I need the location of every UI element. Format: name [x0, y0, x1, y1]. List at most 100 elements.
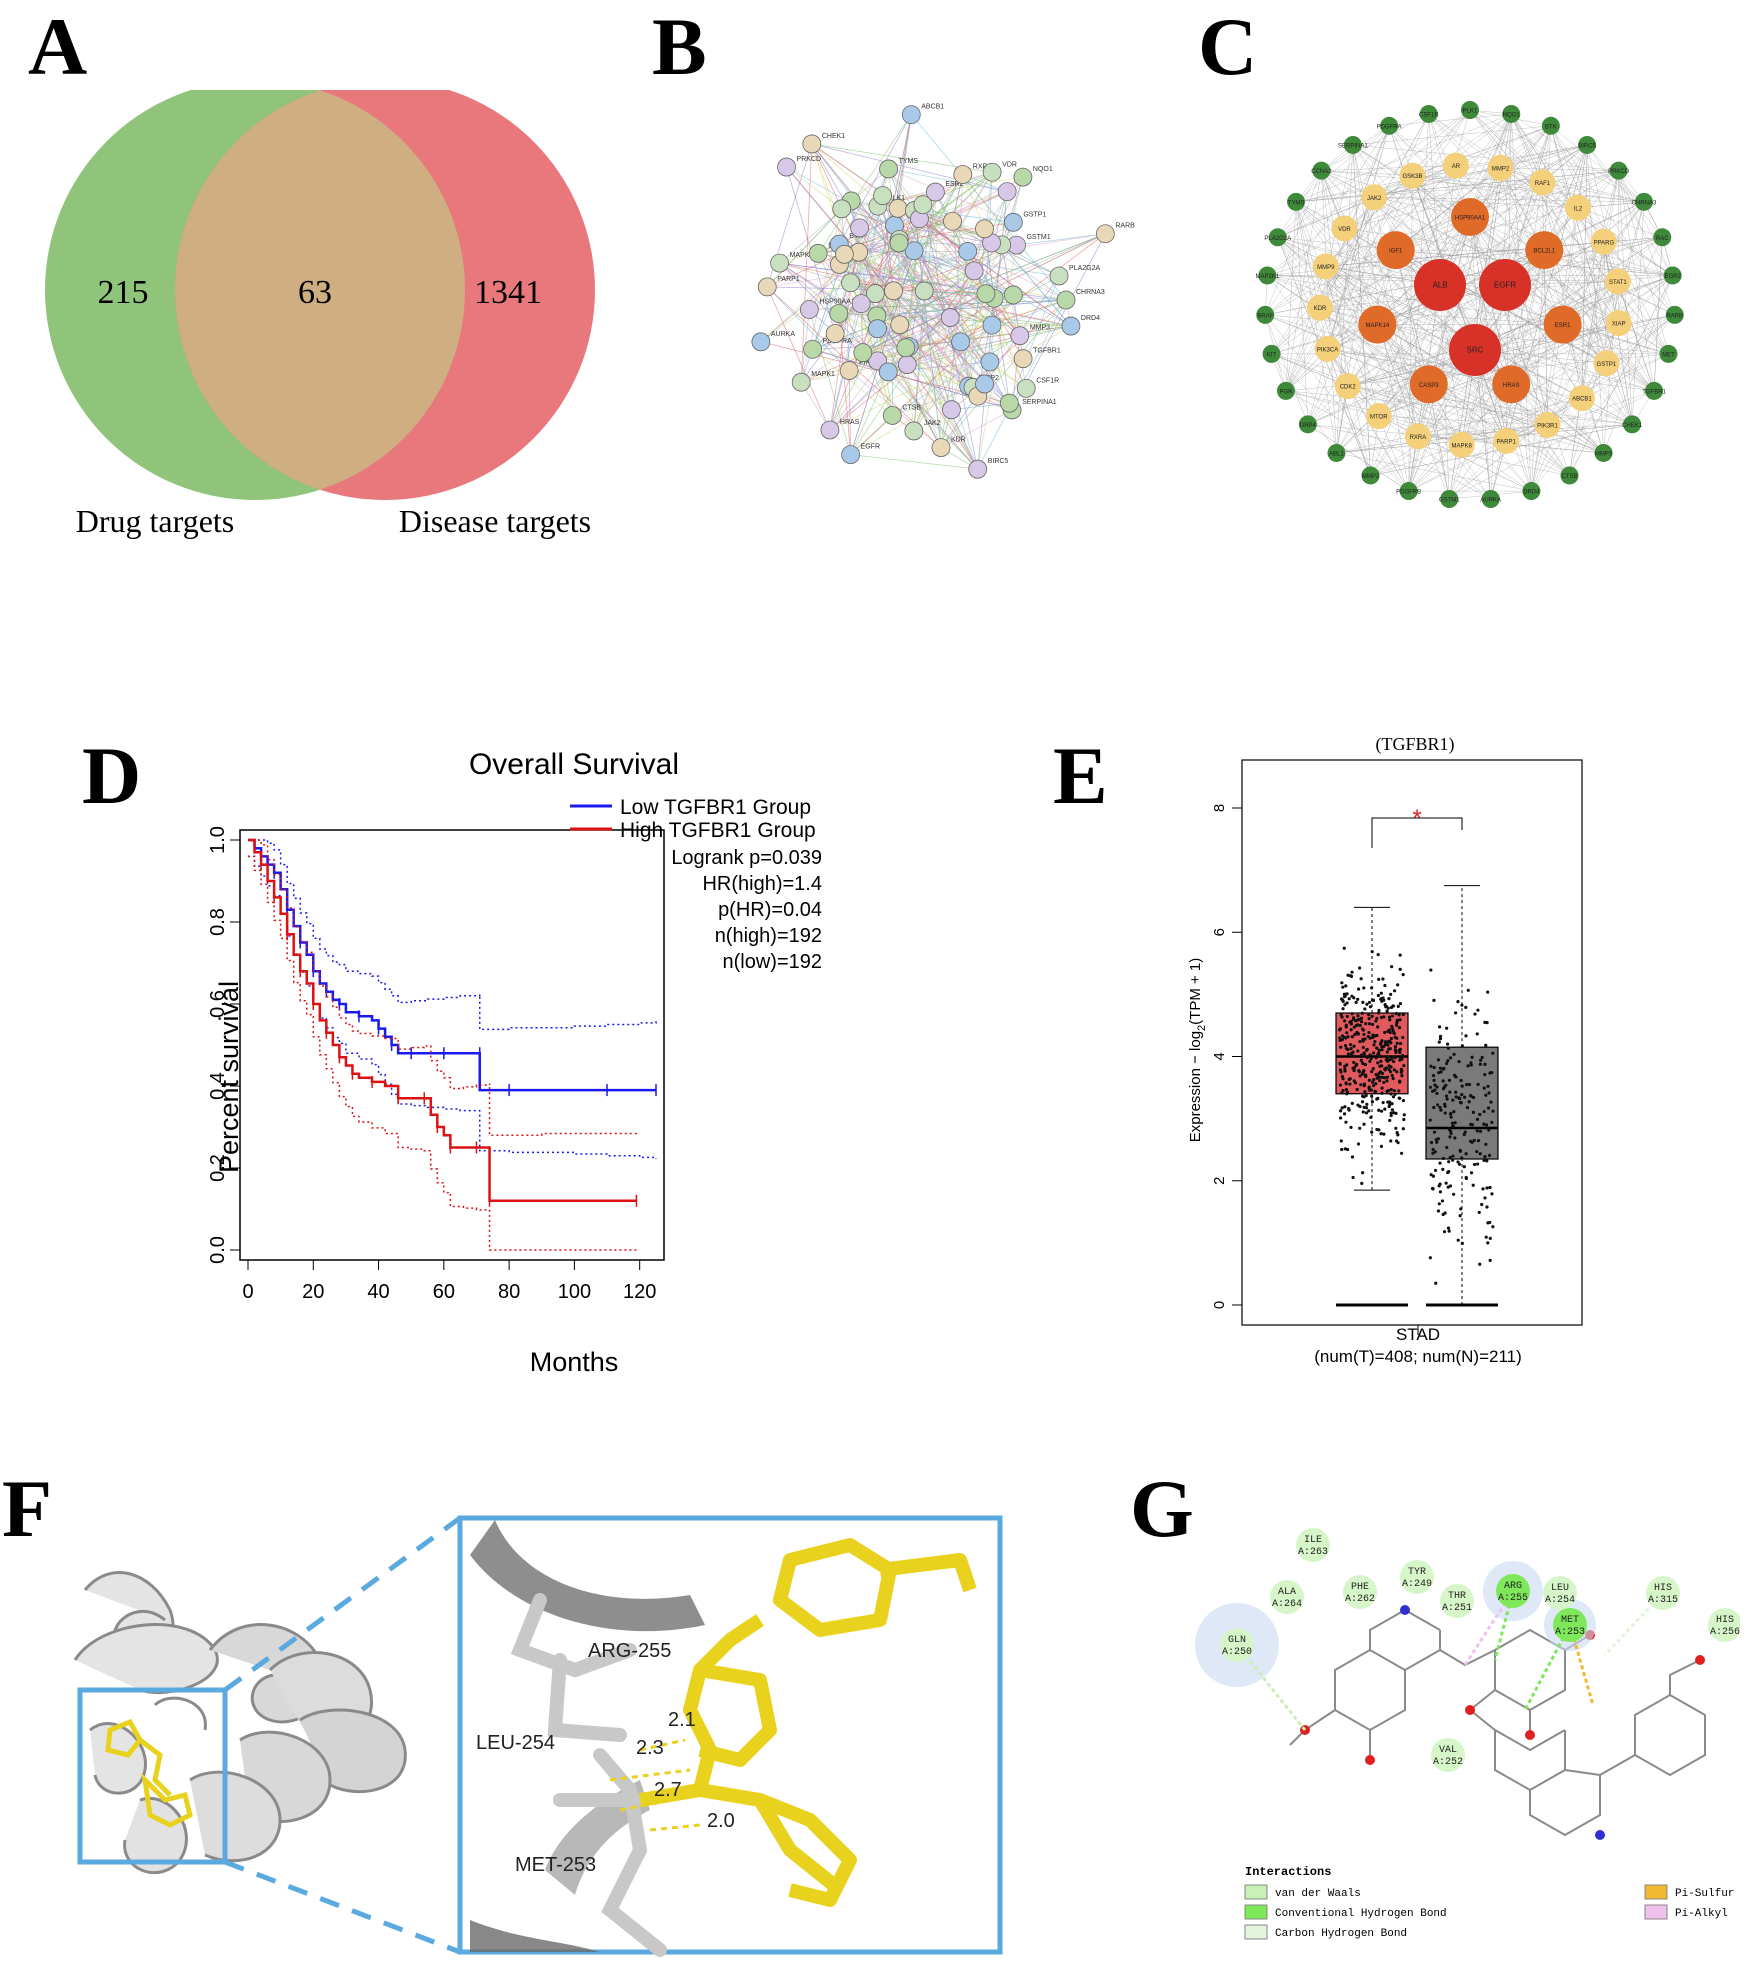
network-node — [1399, 162, 1426, 189]
significance-marker: * — [1412, 805, 1421, 832]
node-label: BIRC5 — [988, 458, 1009, 465]
node-label: HRAS — [1503, 383, 1520, 389]
network-node — [1440, 489, 1459, 508]
svg-text:LEU: LEU — [1551, 1583, 1569, 1594]
chart-title: (TGFBR1) — [1375, 734, 1454, 755]
node-label: MMP3 — [1595, 451, 1613, 457]
network-node — [879, 159, 898, 179]
x-tick-label: 100 — [558, 1281, 591, 1303]
network-node — [834, 244, 854, 264]
network-node — [1380, 116, 1399, 135]
node-label: CSF1R — [1419, 112, 1439, 118]
panel-label-a: A — [28, 1, 88, 92]
network-node — [1056, 290, 1076, 310]
network-node — [904, 241, 924, 261]
network-node — [1049, 266, 1069, 286]
network-node — [884, 281, 903, 301]
node-label: IGF1 — [1389, 249, 1403, 255]
network-node — [1016, 378, 1036, 398]
distance-label-1: 2.1 — [668, 1709, 696, 1731]
low-ci-upper — [248, 839, 657, 1031]
residue-label-arg255: ARG-255 — [588, 1640, 671, 1662]
network-node — [851, 294, 871, 314]
annotation-nhigh: n(high)=192 — [715, 925, 822, 947]
network-node — [1522, 482, 1541, 501]
node-label: IL2 — [1574, 206, 1583, 212]
venn-overlap — [175, 90, 465, 500]
x-tick-label: 120 — [623, 1281, 656, 1303]
node-label: RAC — [1656, 236, 1669, 242]
node-label: PRKCD — [797, 156, 822, 163]
node-label: MMP3 — [1030, 325, 1050, 332]
network-node — [1502, 104, 1521, 123]
panel-label-f: F — [2, 1463, 53, 1554]
network-node — [889, 233, 909, 253]
network-node — [1451, 198, 1489, 236]
network-node — [1645, 381, 1664, 400]
network-node — [1061, 316, 1081, 336]
svg-text:THR: THR — [1448, 1591, 1466, 1602]
residue-sticks — [510, 1593, 667, 1957]
network-node — [1276, 381, 1295, 400]
svg-text:A:263: A:263 — [1298, 1547, 1328, 1558]
node-label: ESR1 — [1555, 323, 1571, 329]
node-label: BRAF — [1257, 313, 1273, 319]
survival-chart: Overall Survival 0 20 40 60 80 100 120 0.0 0.2 0.… — [207, 748, 822, 1377]
node-label: XIAP — [1612, 322, 1626, 328]
node-label: BTK — [1545, 124, 1557, 130]
node-label: CHEK1 — [822, 133, 845, 140]
node-label: CHRNA3 — [1076, 289, 1105, 296]
network-node — [953, 165, 973, 184]
network-node — [1623, 415, 1642, 434]
x-tick-label: 60 — [433, 1281, 455, 1303]
network-node — [1327, 443, 1346, 462]
network-node — [964, 261, 984, 281]
network-node — [777, 157, 796, 177]
svg-text:ALA: ALA — [1278, 1587, 1296, 1598]
network-node — [1361, 184, 1388, 211]
zoom-connector-top — [223, 1515, 462, 1693]
network-node — [1409, 365, 1448, 404]
network-node — [976, 284, 996, 304]
network-node — [1529, 169, 1556, 196]
low-ci-lower — [248, 855, 657, 1159]
node-label: NQO1 — [1033, 166, 1053, 173]
svg-text:A:251: A:251 — [1442, 1603, 1472, 1614]
network-node — [1634, 192, 1653, 211]
svg-text:VAL: VAL — [1439, 1745, 1457, 1756]
node-label: GSTM1 — [1439, 497, 1460, 503]
points-N — [1428, 968, 1495, 1285]
legend-label-vdw: van der Waals — [1275, 1888, 1361, 1900]
node-label: HRAS — [840, 419, 860, 426]
network-node — [882, 406, 902, 425]
node-label: PLA2G2A — [1264, 236, 1291, 242]
network-node — [1312, 161, 1331, 180]
network-node — [897, 355, 917, 374]
node-label: AR — [1452, 164, 1461, 170]
node-label: TYMS — [1288, 200, 1305, 206]
annotation-phr: p(HR)=0.04 — [718, 899, 822, 921]
network-node — [1605, 310, 1632, 337]
network-node — [975, 374, 994, 394]
network-node — [1343, 135, 1362, 154]
network-node — [1487, 154, 1514, 181]
svg-text:ILE: ILE — [1304, 1535, 1322, 1546]
zoom-connector-bottom — [224, 1859, 461, 1955]
network-node — [1609, 161, 1628, 180]
node-label: JAK2 — [924, 420, 941, 427]
y-tick-label: 0 — [1211, 1301, 1228, 1309]
node-label: HSP90AA1 — [1455, 216, 1486, 222]
node-label: CTSB — [1561, 474, 1577, 480]
network-node — [1419, 104, 1438, 123]
node-label: BTK — [849, 233, 863, 240]
network-node — [1414, 259, 1466, 311]
node-label: CHRNA3 — [1632, 200, 1657, 206]
node-label: BCL2L1 — [1533, 249, 1555, 255]
legend-title: Interactions — [1245, 1865, 1331, 1879]
x-tick-label: 40 — [367, 1281, 389, 1303]
network-node — [1590, 228, 1617, 255]
network-node — [913, 195, 933, 215]
significance-bracket — [1371, 817, 1463, 848]
